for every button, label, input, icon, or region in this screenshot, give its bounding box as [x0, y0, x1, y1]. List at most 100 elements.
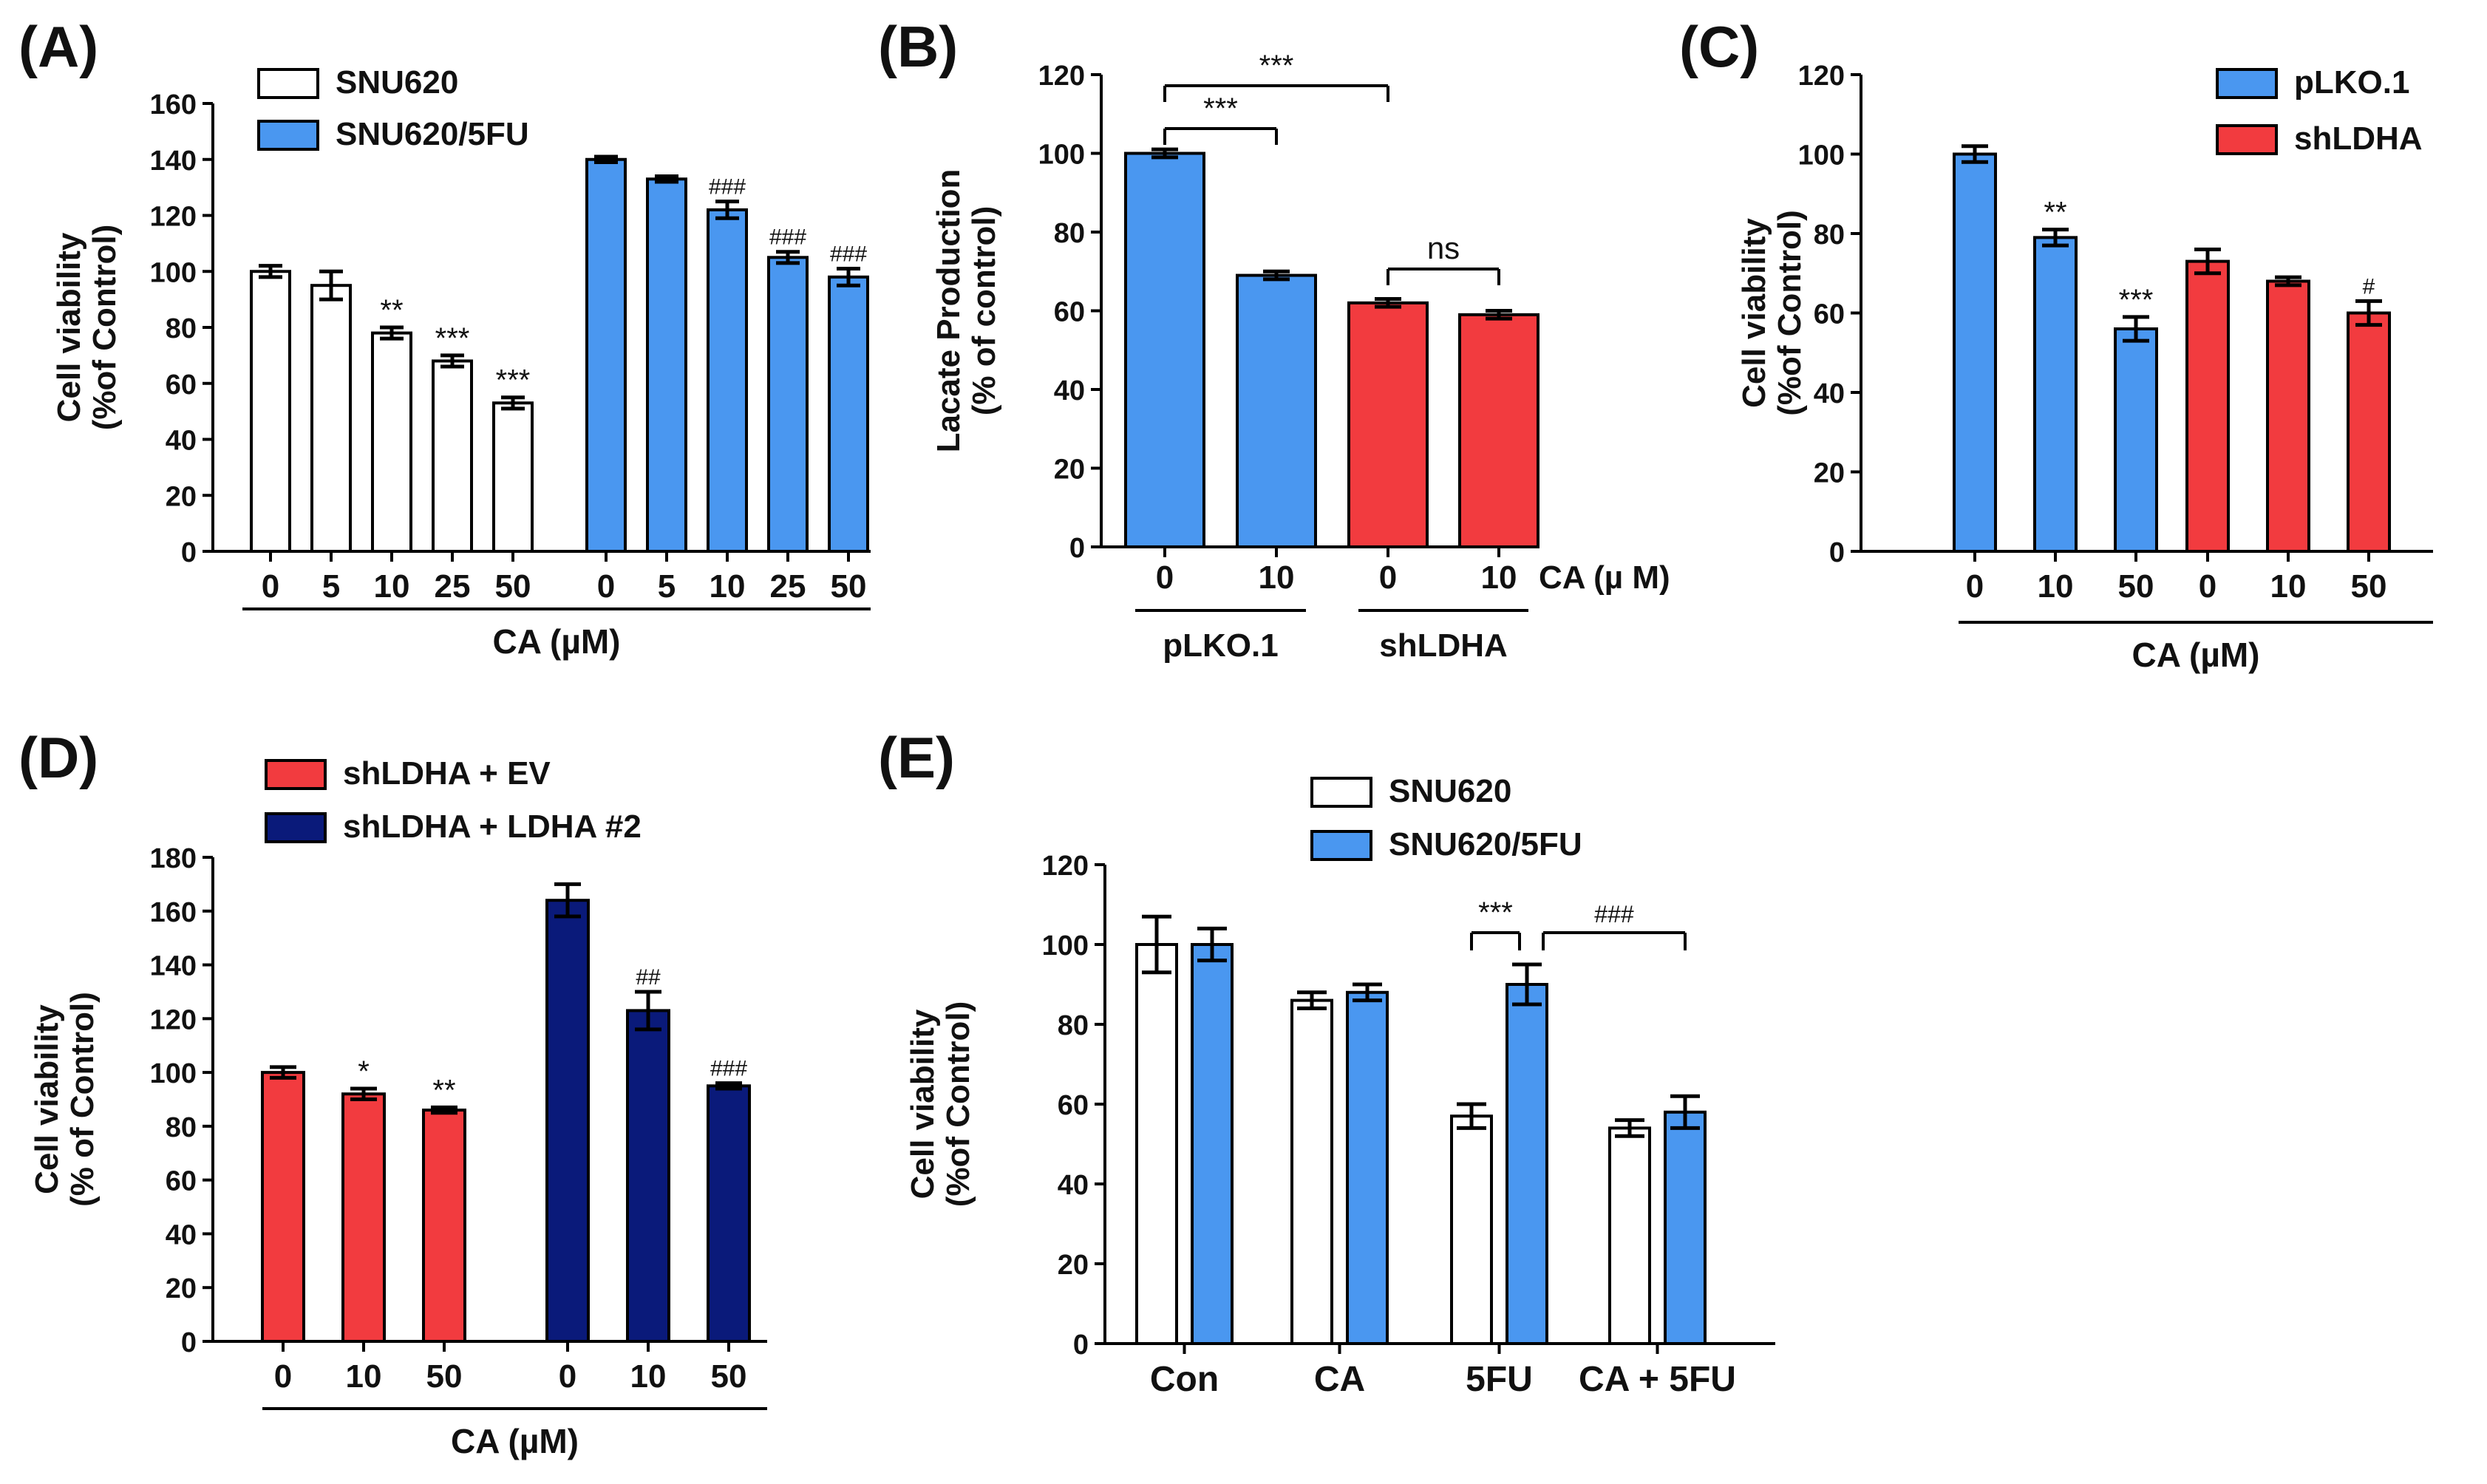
bar: [626, 1009, 670, 1343]
bar: [1458, 313, 1540, 548]
panel-label: (C): [1679, 14, 1759, 79]
bar: [341, 1092, 386, 1343]
y-tick-label: 40: [1058, 1170, 1089, 1201]
bar: [1236, 273, 1317, 548]
significance-label: ###: [830, 242, 867, 266]
x-tick-label: 0: [2199, 568, 2216, 605]
bar: [1346, 990, 1389, 1346]
legend-label: shLDHA + LDHA #2: [343, 809, 642, 845]
significance-label: ###: [1594, 901, 1634, 928]
y-tick-label: 100: [1798, 140, 1845, 171]
y-tick-label: 60: [1814, 299, 1845, 330]
significance-label: #: [2363, 274, 2375, 299]
legend-swatch: [2216, 124, 2278, 155]
bar: [261, 1071, 305, 1343]
y-tick-label: 20: [166, 481, 197, 512]
bar: [767, 256, 809, 553]
y-tick-label: 100: [150, 1058, 197, 1089]
bar: [310, 284, 352, 553]
x-tick-label: 0: [262, 568, 279, 605]
bar: [1506, 983, 1548, 1345]
y-axis-label: Cell viability: [905, 1009, 941, 1199]
y-tick-label: 100: [1042, 930, 1089, 961]
bar: [1191, 943, 1234, 1345]
legend-label: shLDHA: [2294, 120, 2423, 157]
x-tick-label: 0: [597, 568, 615, 605]
bar: [1290, 998, 1333, 1345]
y-tick-label: 80: [1054, 218, 1085, 249]
bar: [646, 177, 687, 553]
significance-label: **: [432, 1074, 455, 1106]
y-tick-label: 120: [1042, 851, 1089, 882]
bar: [432, 359, 473, 553]
legend-label: SNU620: [1389, 773, 1511, 809]
y-tick-label: 100: [150, 257, 197, 288]
bar: [1347, 301, 1429, 548]
legend-swatch: [265, 759, 327, 790]
bar: [1135, 943, 1178, 1345]
significance-label: ###: [710, 1057, 747, 1081]
bar: [422, 1109, 466, 1343]
bar: [250, 270, 291, 553]
x-tick-label: 50: [2351, 568, 2387, 605]
x-tick-label: 0: [1379, 559, 1397, 596]
legend-label: shLDHA + EV: [343, 755, 551, 792]
x-tick-label: 10: [1481, 559, 1517, 596]
x-tick-label: 25: [770, 568, 806, 605]
y-tick-label: 60: [1058, 1090, 1089, 1121]
significance-label: ***: [496, 364, 531, 397]
x-tick-label: 10: [374, 568, 410, 605]
significance-label: **: [380, 294, 403, 327]
bar: [1608, 1126, 1651, 1346]
x-tick-label: Con: [1150, 1360, 1219, 1399]
bar: [2347, 311, 2391, 553]
x-tick-label: 5: [322, 568, 340, 605]
y-tick-label: 120: [150, 1004, 197, 1035]
y-axis-label: Lacate Production: [931, 169, 967, 453]
y-tick-label: 60: [166, 1166, 197, 1197]
significance-label: **: [2044, 197, 2066, 229]
y-tick-label: 120: [150, 202, 197, 233]
bar: [2033, 236, 2078, 553]
y-tick-label: 180: [150, 843, 197, 874]
legend-swatch: [257, 120, 319, 151]
y-tick-label: 160: [150, 897, 197, 928]
y-tick-label: 40: [1054, 375, 1085, 406]
y-tick-label: 80: [1058, 1010, 1089, 1041]
x-tick-label: 25: [435, 568, 471, 605]
y-axis-label-unit: (% of Control): [64, 992, 101, 1207]
y-tick-label: 140: [150, 951, 197, 982]
x-tick-label: 5: [658, 568, 676, 605]
y-tick-label: 20: [166, 1273, 197, 1304]
x-tick-label: 50: [2118, 568, 2154, 605]
y-axis-label: Cell viability: [1736, 218, 1772, 408]
y-tick-label: 60: [166, 370, 197, 401]
bar: [492, 401, 534, 554]
bar: [2185, 259, 2230, 553]
chart-panel-e: (E) 0 20 40 60 80 100 120 Cell viability (%of Con…: [878, 725, 1775, 1399]
legend-label: SNU620: [336, 64, 458, 101]
legend-swatch: [1310, 777, 1372, 808]
y-tick-label: 20: [1054, 455, 1085, 486]
x-group-label: pLKO.1: [1163, 627, 1278, 664]
x-unit-label: CA (µ M): [1539, 559, 1670, 596]
y-tick-label: 60: [1054, 297, 1085, 328]
y-tick-label: 40: [166, 1219, 197, 1250]
bar: [1953, 152, 1997, 553]
legend-swatch: [265, 812, 327, 843]
y-tick-label: 0: [1069, 533, 1085, 564]
y-axis-label: Cell viability: [51, 232, 87, 422]
x-axis-title: CA (µM): [451, 1422, 579, 1460]
y-tick-label: 120: [1798, 61, 1845, 92]
y-tick-label: 0: [1073, 1330, 1089, 1361]
y-tick-label: 160: [150, 89, 197, 120]
significance-label: ###: [769, 225, 806, 250]
x-tick-label: 0: [1156, 559, 1174, 596]
x-tick-label: 10: [346, 1358, 382, 1395]
y-axis-label-unit: (%of Control): [1772, 210, 1808, 416]
x-tick-label: 50: [426, 1358, 463, 1395]
